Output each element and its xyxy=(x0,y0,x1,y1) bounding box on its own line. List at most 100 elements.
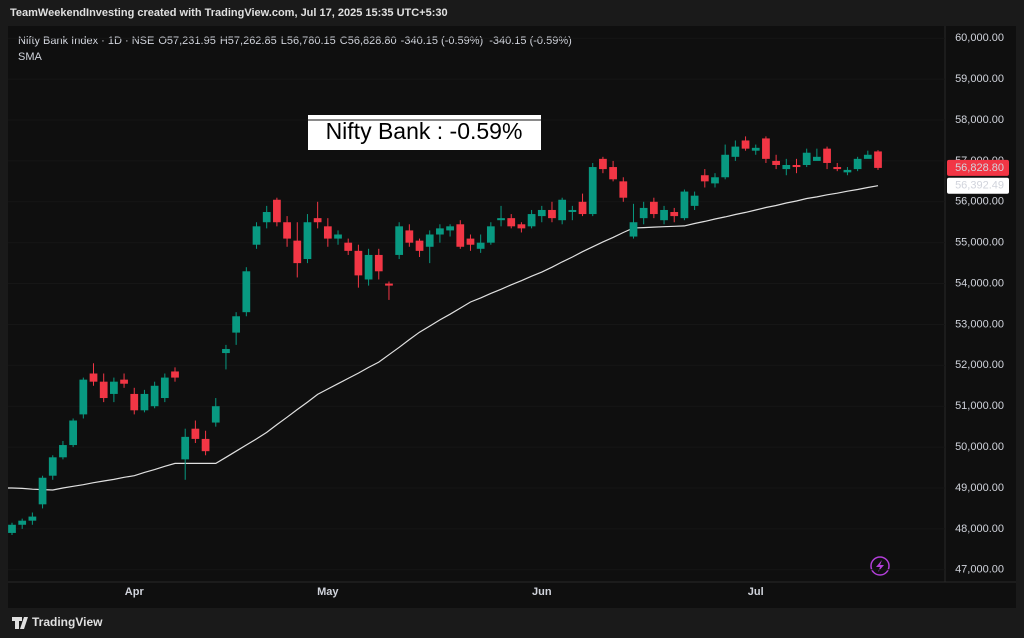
sma-line xyxy=(7,185,879,491)
ohlc-value: 57,231.95 xyxy=(167,35,216,47)
candle-body xyxy=(28,516,37,521)
alert-icon[interactable] xyxy=(870,556,890,576)
candle-body xyxy=(721,154,730,178)
candle-body xyxy=(436,228,444,235)
candle-body xyxy=(792,165,801,168)
x-tick-label: Jul xyxy=(748,586,764,598)
candle-body xyxy=(833,167,842,170)
annotation-box xyxy=(308,115,541,150)
candle-body xyxy=(517,224,526,229)
candle-body xyxy=(660,209,668,221)
annotation: Nifty Bank : -0.59% xyxy=(326,118,523,144)
y-tick-label: 55,000.00 xyxy=(955,237,1004,249)
candle-body xyxy=(283,222,291,239)
candle-body xyxy=(446,226,454,231)
candle-body xyxy=(843,169,852,173)
candle-body xyxy=(466,238,475,245)
candle-body xyxy=(232,316,241,333)
brand-logo xyxy=(12,617,28,629)
candle-body xyxy=(711,177,719,184)
y-tick-label: 58,000.00 xyxy=(955,114,1004,126)
candle-body xyxy=(262,212,271,223)
candle-body xyxy=(110,381,118,394)
candle-body xyxy=(415,240,424,251)
candle-body xyxy=(568,209,577,213)
alert-icon-bolt xyxy=(876,560,884,572)
candle-body xyxy=(425,234,434,247)
candle-body xyxy=(140,393,149,411)
candle-body xyxy=(782,165,791,170)
candle-body xyxy=(303,222,312,260)
y-tick-label: 53,000.00 xyxy=(955,318,1004,330)
candle-body xyxy=(639,207,648,219)
candle-body xyxy=(313,218,322,223)
candle-body xyxy=(120,379,128,384)
candle-body xyxy=(486,226,495,243)
candle-body xyxy=(812,156,821,161)
candle-body xyxy=(497,218,505,221)
ohlc-key: C xyxy=(340,35,348,47)
last-price-label-box xyxy=(947,159,1009,176)
candle-body xyxy=(334,234,342,239)
candle-body xyxy=(619,181,628,198)
candle-body xyxy=(8,524,16,533)
candle-body xyxy=(670,212,679,217)
candle-body xyxy=(507,218,516,227)
candle-body xyxy=(741,140,750,149)
candle-body xyxy=(99,381,108,399)
y-tick-label: 51,000.00 xyxy=(955,400,1004,412)
candle-body xyxy=(609,167,617,180)
x-tick-label: Jun xyxy=(532,586,552,598)
y-tick-label: 48,000.00 xyxy=(955,523,1004,535)
candle-body xyxy=(558,199,567,221)
ohlc-value: 56,780.15 xyxy=(287,35,336,47)
candle-body xyxy=(588,167,597,215)
candle-body xyxy=(680,191,689,219)
candle-body xyxy=(150,385,159,407)
candle-body xyxy=(211,406,220,423)
candle-body xyxy=(731,146,740,157)
candle-body xyxy=(252,226,261,245)
symbol: Nifty Bank Index · 1D · NSE xyxy=(18,35,154,47)
indicator-name: SMA xyxy=(18,51,43,63)
candle-body xyxy=(395,226,404,255)
candle-body xyxy=(364,254,373,280)
candle-body xyxy=(772,160,780,165)
candle-body xyxy=(751,147,760,151)
candle-body xyxy=(802,152,811,165)
candle-body xyxy=(48,457,57,476)
candle-body xyxy=(344,242,353,251)
y-tick-label: 52,000.00 xyxy=(955,359,1004,371)
candle-body xyxy=(201,438,210,452)
candle-body xyxy=(548,209,556,219)
candle-body xyxy=(853,158,862,170)
candle-body xyxy=(191,428,200,439)
candle-body xyxy=(59,445,67,458)
candle-body xyxy=(79,379,88,415)
candle-body xyxy=(823,148,831,163)
candle-body xyxy=(222,348,230,354)
watermark: TeamWeekendInvesting created with Tradin… xyxy=(10,7,448,19)
candle-body xyxy=(537,209,546,217)
chart-area xyxy=(8,26,1016,608)
candle-body xyxy=(700,175,709,182)
candle-body xyxy=(242,271,251,313)
candle-body xyxy=(354,250,363,276)
candle-body xyxy=(649,201,658,215)
candle-body xyxy=(863,154,872,159)
candle-body xyxy=(476,242,485,249)
candle-body xyxy=(89,373,98,382)
candle-body xyxy=(874,151,882,168)
brand: TradingView xyxy=(32,615,103,629)
x-tick-label: May xyxy=(317,586,339,598)
change: -340.15 (-0.59%) xyxy=(489,35,572,47)
candle-body xyxy=(323,226,332,239)
ohlc-key: O xyxy=(158,35,167,47)
candle-body xyxy=(18,520,27,525)
y-tick-label: 47,000.00 xyxy=(955,564,1004,576)
candle-body xyxy=(181,436,190,460)
candle-body xyxy=(273,199,281,223)
candle-body xyxy=(69,420,78,446)
y-tick-label: 50,000.00 xyxy=(955,441,1004,453)
